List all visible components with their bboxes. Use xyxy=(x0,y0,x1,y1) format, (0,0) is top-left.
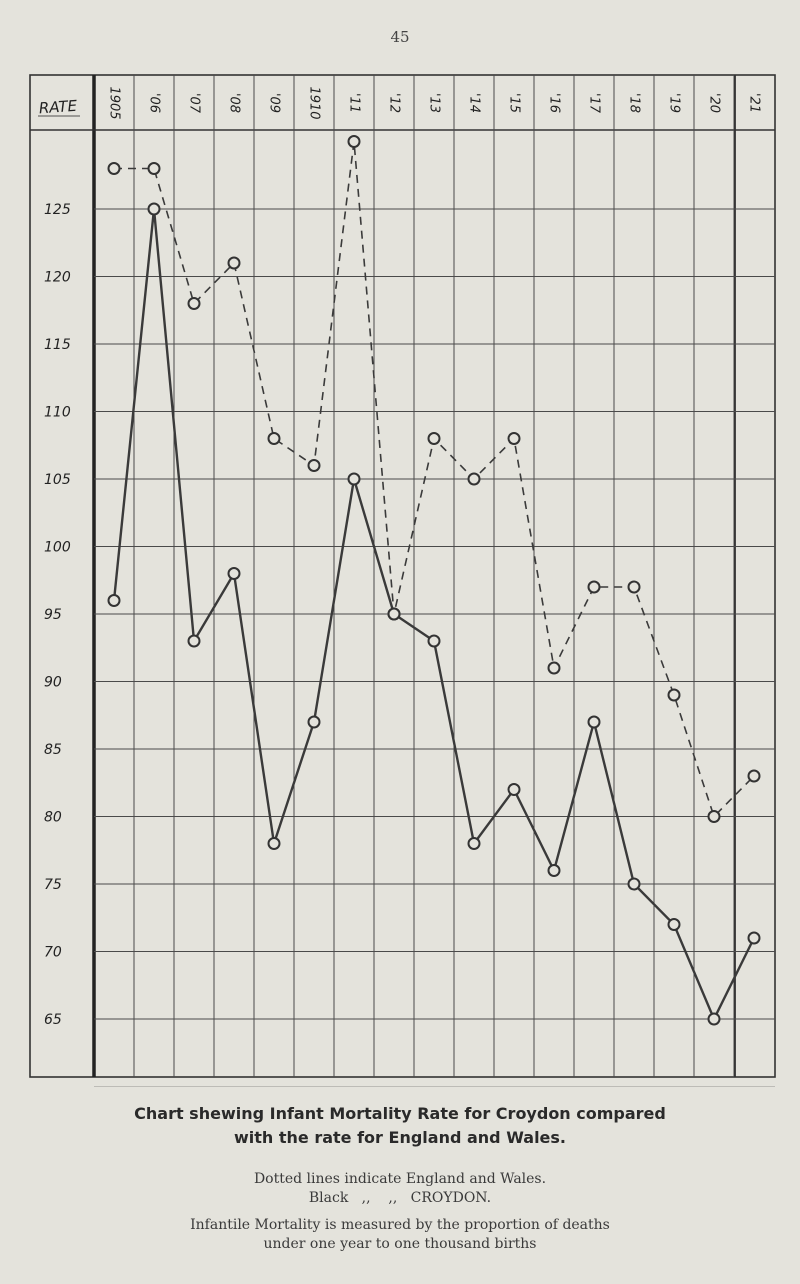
data-point-croydon xyxy=(147,202,161,216)
data-point-croydon xyxy=(187,634,201,648)
x-tick-label: '18 xyxy=(627,93,642,113)
data-point-england-wales xyxy=(307,459,321,472)
data-point-croydon xyxy=(307,715,321,729)
data-point-croydon xyxy=(227,567,241,580)
data-point-england-wales xyxy=(267,432,281,445)
data-point-england-wales xyxy=(427,432,441,445)
y-tick-label: 90 xyxy=(44,675,62,691)
chart-title: Chart shewing Infant Mortality Rate for … xyxy=(0,1102,800,1150)
data-point-croydon xyxy=(707,1012,721,1026)
y-tick-label: 125 xyxy=(44,202,71,218)
data-point-england-wales xyxy=(347,135,361,148)
data-point-croydon xyxy=(667,918,681,931)
data-point-croydon xyxy=(467,837,481,850)
x-tick-label: 1905 xyxy=(107,86,122,119)
x-tick-label: '11 xyxy=(347,93,362,113)
page-number: 45 xyxy=(390,28,410,46)
x-tick-label: '08 xyxy=(227,93,242,113)
x-tick-label: '20 xyxy=(707,93,722,113)
data-point-croydon xyxy=(347,472,361,486)
x-tick-label: '19 xyxy=(667,93,682,113)
chart-title-line-2: with the rate for England and Wales. xyxy=(234,1128,566,1147)
y-tick-label: 105 xyxy=(44,472,71,488)
data-point-england-wales xyxy=(507,432,521,445)
x-tick-label: '21 xyxy=(747,93,762,113)
data-point-croydon xyxy=(387,607,401,621)
footnote: Infantile Mortality is measured by the p… xyxy=(0,1216,800,1254)
data-point-croydon xyxy=(267,837,281,850)
data-point-england-wales xyxy=(107,162,121,175)
y-tick-label: 115 xyxy=(44,337,71,353)
legend: Dotted lines indicate England and Wales.… xyxy=(0,1170,800,1208)
y-tick-label: 95 xyxy=(44,607,62,623)
x-tick-label: 1910 xyxy=(307,86,322,119)
mortality-chart: RATE 125 120 115 110 105 100 95 90 85 80 75 70 65 1905… xyxy=(29,74,776,1087)
y-tick-label: 80 xyxy=(44,810,62,826)
footnote-line-1: Infantile Mortality is measured by the p… xyxy=(190,1217,610,1233)
x-tick-label: '15 xyxy=(507,93,522,113)
data-point-croydon xyxy=(507,783,521,796)
x-tick-label: '09 xyxy=(267,93,282,113)
x-tick-label: '12 xyxy=(387,93,402,113)
x-tick-label: '07 xyxy=(187,93,202,114)
data-point-croydon xyxy=(627,877,641,891)
data-point-croydon xyxy=(747,931,761,945)
y-tick-label: 120 xyxy=(44,270,71,286)
x-tick-label: '17 xyxy=(587,93,602,114)
data-point-croydon xyxy=(587,715,601,729)
data-point-england-wales xyxy=(747,769,761,783)
data-point-croydon xyxy=(107,594,121,607)
y-tick-label: 65 xyxy=(44,1012,62,1028)
y-axis-label: RATE xyxy=(38,97,78,118)
y-tick-label: 70 xyxy=(44,945,62,961)
legend-line-black: Black ,, ,, CROYDON. xyxy=(308,1190,492,1206)
data-point-croydon xyxy=(547,864,561,877)
data-point-england-wales xyxy=(547,661,561,675)
data-point-england-wales xyxy=(627,580,641,594)
chart-frame xyxy=(29,74,776,1078)
data-point-england-wales xyxy=(667,688,681,702)
data-point-england-wales xyxy=(587,580,601,594)
x-tick-label: '16 xyxy=(547,93,562,113)
x-tick-label: '14 xyxy=(467,93,482,113)
data-point-england-wales xyxy=(227,256,241,270)
y-tick-label: 110 xyxy=(44,405,71,421)
footnote-line-2: under one year to one thousand births xyxy=(263,1236,537,1252)
y-tick-label: 85 xyxy=(44,742,62,758)
data-point-england-wales xyxy=(707,810,721,823)
data-point-england-wales xyxy=(187,297,201,310)
chart-title-line-1: Chart shewing Infant Mortality Rate for … xyxy=(134,1104,666,1123)
y-tick-label: 100 xyxy=(44,540,71,556)
data-point-england-wales xyxy=(467,472,481,486)
y-tick-label: 75 xyxy=(44,877,62,893)
data-point-england-wales xyxy=(147,162,161,175)
x-tick-label: '13 xyxy=(427,93,442,113)
legend-line-dotted: Dotted lines indicate England and Wales. xyxy=(253,1171,547,1187)
data-point-croydon xyxy=(427,634,441,648)
x-tick-label: '06 xyxy=(147,93,162,113)
